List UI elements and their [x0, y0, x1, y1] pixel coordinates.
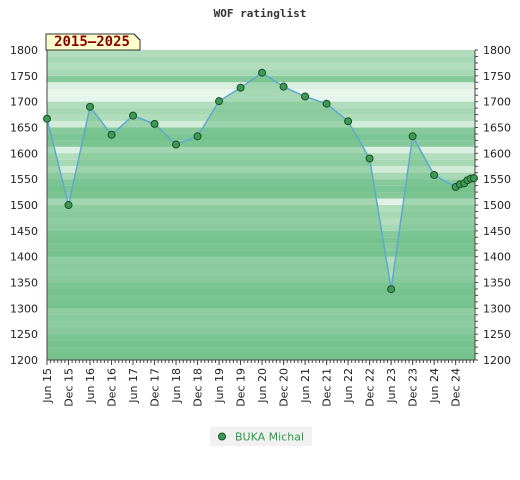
- y-tick-label-right: 1700: [483, 96, 511, 109]
- series-area-fill: [47, 72, 474, 360]
- data-point: [107, 130, 116, 139]
- y-tick-label-left: 1400: [10, 251, 38, 264]
- x-tick-label: Dec 24: [450, 368, 463, 407]
- data-point: [236, 83, 245, 92]
- data-point: [86, 102, 95, 111]
- data-point: [279, 82, 288, 91]
- band: [47, 56, 475, 63]
- data-point: [129, 111, 138, 120]
- band: [47, 50, 475, 57]
- x-tick-label: Jun 21: [299, 368, 312, 404]
- data-point: [469, 174, 478, 183]
- x-tick-label: Jun 16: [84, 368, 97, 404]
- legend-marker: [218, 432, 226, 441]
- x-tick-label: Jun 20: [256, 368, 269, 404]
- y-tick-label-right: 1450: [483, 225, 511, 238]
- data-point: [301, 92, 310, 101]
- y-axis-right-ticks: 1200 1250 1300 1350 1400 1450 1500 1550 1600 1650…: [475, 44, 511, 367]
- data-point: [344, 117, 353, 126]
- legend-series-name: BUKA Michal: [235, 431, 304, 444]
- x-axis-ticks: Jun 15 Dec 15 Jun 16 Dec 16 Jun 17 Dec 17 Jun …: [41, 360, 475, 407]
- y-tick-label-right: 1350: [483, 277, 511, 290]
- y-tick-label-right: 1250: [483, 328, 511, 341]
- x-tick-label: Jun 19: [213, 368, 226, 404]
- x-tick-label: Jun 17: [127, 368, 140, 404]
- y-tick-label-right: 1200: [483, 354, 511, 367]
- x-tick-label: Dec 17: [149, 368, 162, 407]
- data-point: [258, 68, 267, 77]
- y-tick-label-left: 1650: [10, 122, 38, 135]
- period-badge-text: 2015–2025: [54, 34, 130, 50]
- y-tick-label-right: 1300: [483, 302, 511, 315]
- y-tick-label-right: 1400: [483, 251, 511, 264]
- data-point: [387, 285, 396, 294]
- data-point: [322, 99, 331, 108]
- x-tick-label: Jun 15: [41, 368, 54, 404]
- x-tick-label: Jun 23: [385, 368, 398, 404]
- x-tick-label: Jun 24: [428, 368, 441, 404]
- series-markers: [43, 68, 478, 294]
- y-tick-label-left: 1700: [10, 96, 38, 109]
- y-tick-label-left: 1250: [10, 328, 38, 341]
- data-point: [150, 119, 159, 128]
- y-tick-label-left: 1200: [10, 354, 38, 367]
- data-point: [64, 201, 73, 209]
- y-tick-label-left: 1750: [10, 70, 38, 83]
- x-tick-label: Dec 23: [407, 368, 420, 407]
- band: [47, 62, 475, 70]
- series-area: [47, 72, 474, 360]
- chart-title: WOF ratinglist: [214, 7, 307, 20]
- y-tick-label-right: 1500: [483, 199, 511, 212]
- y-tick-label-right: 1750: [483, 70, 511, 83]
- y-tick-label-right: 1650: [483, 122, 511, 135]
- data-point: [430, 171, 439, 180]
- data-point: [408, 132, 417, 141]
- y-tick-label-left: 1300: [10, 302, 38, 315]
- y-tick-label-left: 1800: [10, 44, 38, 57]
- y-tick-label-left: 1350: [10, 277, 38, 290]
- x-tick-label: Dec 20: [278, 368, 291, 407]
- x-tick-label: Dec 18: [192, 368, 205, 407]
- x-tick-label: Dec 22: [364, 368, 377, 407]
- y-tick-label-left: 1550: [10, 173, 38, 186]
- y-tick-label-left: 1500: [10, 199, 38, 212]
- x-tick-label: Dec 21: [321, 368, 334, 407]
- data-point: [172, 140, 181, 149]
- y-axis-left-ticks: 1200 1250 1300 1350 1400 1450 1500 1550 1600 1650…: [10, 44, 38, 367]
- data-point: [365, 154, 374, 163]
- x-tick-label: Dec 19: [235, 368, 248, 407]
- y-tick-label-left: 1450: [10, 225, 38, 238]
- y-tick-label-left: 1600: [10, 147, 38, 160]
- data-point: [193, 132, 202, 141]
- x-tick-label: Jun 18: [170, 368, 183, 404]
- y-tick-label-right: 1550: [483, 173, 511, 186]
- period-badge: 2015–2025: [45, 33, 141, 51]
- y-tick-label-right: 1600: [483, 147, 511, 160]
- x-tick-label: Jun 22: [342, 368, 355, 404]
- data-point: [43, 114, 51, 123]
- x-tick-label: Dec 16: [106, 368, 119, 407]
- legend: BUKA Michal: [210, 427, 312, 446]
- y-tick-label-right: 1800: [483, 44, 511, 57]
- data-point: [215, 97, 224, 106]
- x-tick-label: Dec 15: [63, 368, 76, 407]
